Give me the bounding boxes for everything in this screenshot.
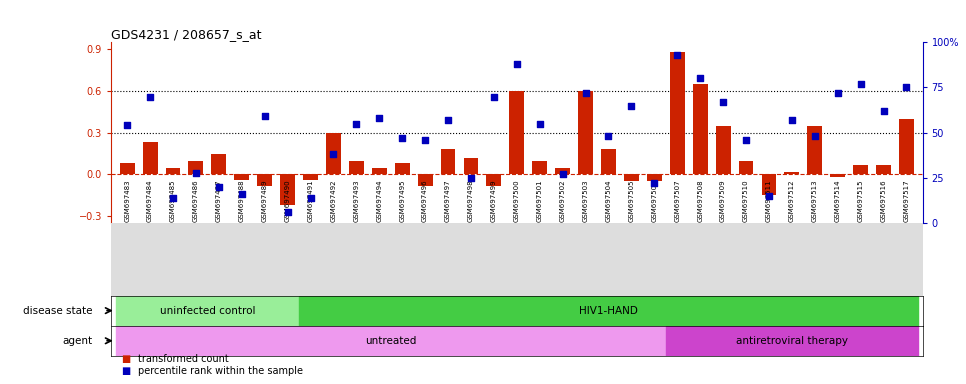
Point — [142, 93, 157, 99]
Bar — [532, 161, 547, 174]
Bar — [143, 142, 157, 174]
Bar — [116, 296, 299, 326]
Bar — [326, 133, 341, 174]
Bar — [601, 149, 616, 174]
Point — [532, 121, 548, 127]
Point — [578, 90, 593, 96]
Bar — [116, 326, 666, 356]
Text: untreated: untreated — [365, 336, 416, 346]
Text: ■: ■ — [121, 366, 130, 376]
Point — [509, 61, 525, 67]
Point — [165, 195, 181, 201]
Point — [394, 135, 410, 141]
Bar — [624, 174, 639, 181]
Bar — [578, 91, 593, 174]
Text: antiretroviral therapy: antiretroviral therapy — [736, 336, 848, 346]
Bar — [487, 174, 501, 185]
Point — [257, 113, 272, 119]
Point — [554, 171, 570, 177]
Bar — [669, 52, 685, 174]
Point — [876, 108, 892, 114]
Point — [120, 122, 135, 129]
Bar — [853, 165, 868, 174]
Bar — [417, 174, 433, 185]
Bar — [509, 91, 525, 174]
Text: transformed count: transformed count — [138, 354, 229, 364]
Point — [464, 175, 479, 181]
Bar — [299, 296, 918, 326]
Point — [234, 191, 249, 197]
Point — [716, 99, 731, 105]
Bar — [647, 174, 662, 181]
Bar — [440, 149, 456, 174]
Text: HIV1-HAND: HIV1-HAND — [579, 306, 638, 316]
Point — [601, 133, 616, 139]
Bar — [761, 174, 777, 195]
Bar — [899, 119, 914, 174]
Point — [280, 209, 296, 215]
Bar — [666, 326, 918, 356]
Bar — [212, 154, 226, 174]
Text: agent: agent — [63, 336, 93, 346]
Point — [738, 137, 753, 143]
Point — [326, 151, 341, 157]
Point — [486, 93, 501, 99]
Bar — [464, 158, 478, 174]
Bar — [395, 163, 410, 174]
Bar — [693, 84, 708, 174]
Text: uninfected control: uninfected control — [159, 306, 255, 316]
Bar — [165, 167, 181, 174]
Text: GDS4231 / 208657_s_at: GDS4231 / 208657_s_at — [111, 28, 262, 41]
Point — [440, 117, 456, 123]
Bar — [808, 126, 822, 174]
Text: percentile rank within the sample: percentile rank within the sample — [138, 366, 303, 376]
Point — [761, 193, 777, 199]
Point — [349, 121, 364, 127]
Point — [830, 90, 845, 96]
Text: disease state: disease state — [23, 306, 93, 316]
Point — [669, 52, 685, 58]
Bar — [188, 161, 204, 174]
Bar — [876, 165, 891, 174]
Point — [212, 184, 227, 190]
Bar — [303, 174, 318, 180]
Bar — [280, 174, 295, 205]
Bar — [716, 126, 730, 174]
Point — [372, 115, 387, 121]
Bar — [739, 161, 753, 174]
Bar — [120, 163, 134, 174]
Bar — [257, 174, 272, 185]
Point — [784, 117, 800, 123]
Bar — [235, 174, 249, 180]
Bar — [349, 161, 364, 174]
Point — [646, 180, 662, 187]
Point — [302, 195, 318, 201]
Point — [188, 169, 204, 175]
Point — [898, 84, 914, 91]
Point — [417, 137, 433, 143]
Bar — [555, 167, 570, 174]
Bar — [830, 174, 845, 177]
Point — [624, 103, 639, 109]
Point — [807, 133, 822, 139]
Bar — [372, 167, 386, 174]
Bar — [784, 172, 799, 174]
Point — [693, 75, 708, 81]
Point — [853, 81, 868, 87]
Text: ■: ■ — [121, 354, 130, 364]
